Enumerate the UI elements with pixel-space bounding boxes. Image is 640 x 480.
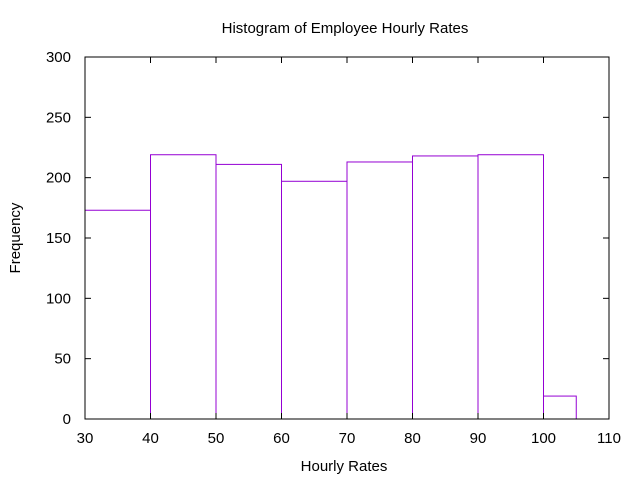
x-tick-label: 50 — [208, 430, 225, 447]
x-axis: 30 40 50 60 70 80 90 100 110 — [77, 57, 621, 447]
y-axis-label: Frequency — [7, 202, 24, 273]
y-axis: 0 50 100 150 200 250 300 — [46, 49, 609, 428]
x-tick-label: 60 — [273, 430, 290, 447]
histogram-bar-1 — [150, 154, 217, 420]
bars-group — [84, 154, 577, 420]
y-tick-label: 250 — [46, 109, 71, 126]
chart-title: Histogram of Employee Hourly Rates — [222, 20, 469, 37]
x-tick-label: 70 — [339, 430, 356, 447]
x-tick-label: 40 — [142, 430, 159, 447]
histogram-bar-0 — [84, 209, 151, 420]
x-tick-label: 90 — [470, 430, 487, 447]
histogram-bar-6 — [477, 154, 544, 420]
y-tick-label: 300 — [46, 49, 71, 66]
histogram-bar-4 — [346, 161, 413, 420]
x-tick-label: 110 — [597, 430, 621, 447]
y-tick-label: 50 — [54, 351, 71, 368]
x-tick-label: 80 — [404, 430, 421, 447]
y-tick-label: 100 — [46, 290, 71, 307]
y-tick-label: 150 — [46, 230, 71, 247]
histogram-bar-7 — [543, 395, 577, 420]
x-tick-label: 30 — [77, 430, 94, 447]
histogram-bar-3 — [281, 180, 348, 420]
histogram-bar-2 — [215, 163, 282, 420]
y-tick-label: 200 — [46, 170, 71, 187]
y-tick-label: 0 — [63, 411, 71, 428]
x-tick-label: 100 — [531, 430, 556, 447]
histogram-bar-5 — [412, 155, 479, 420]
x-axis-label: Hourly Rates — [301, 458, 388, 475]
